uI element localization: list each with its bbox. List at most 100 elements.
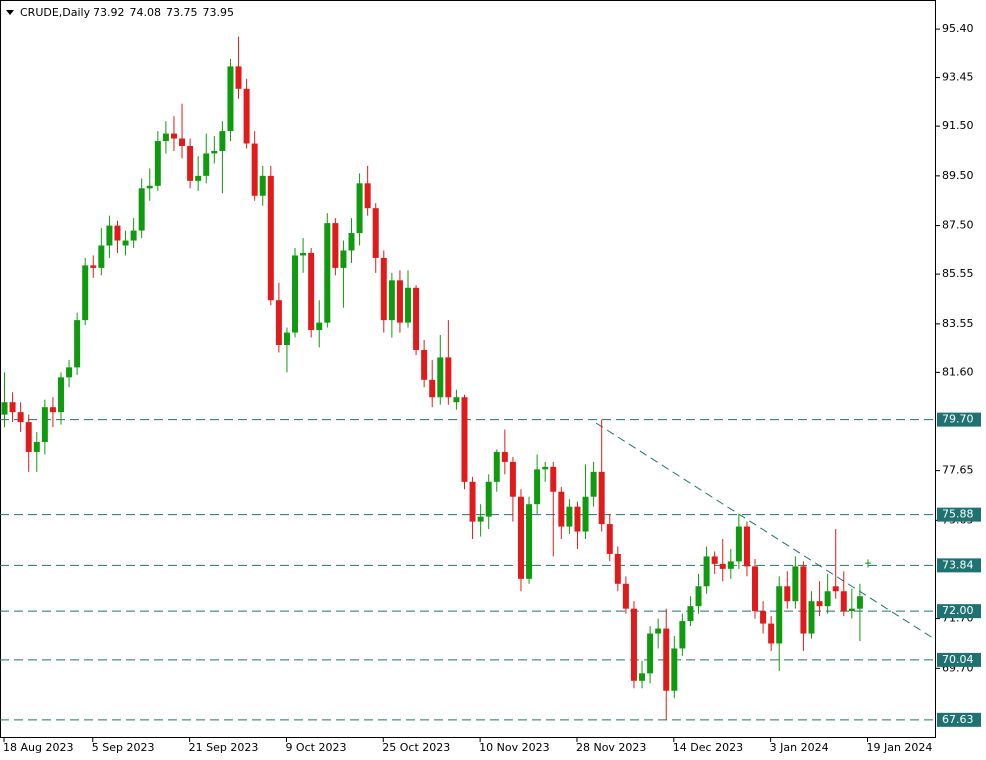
candle-body xyxy=(590,471,597,497)
level-label: 73.84 xyxy=(942,558,974,571)
candle-body xyxy=(630,608,637,681)
candle-body xyxy=(582,496,589,532)
y-tick-label: 93.45 xyxy=(942,71,974,84)
x-tick-label: 14 Dec 2023 xyxy=(673,741,743,754)
candle-body xyxy=(824,591,831,607)
candle-body xyxy=(292,255,299,333)
candle-body xyxy=(187,146,194,181)
candle-body xyxy=(429,379,436,398)
candle-body xyxy=(308,252,315,331)
candle-body xyxy=(800,566,807,634)
candle-body xyxy=(380,257,387,321)
candle-body xyxy=(122,240,129,246)
candle-body xyxy=(82,265,89,321)
candle-body xyxy=(388,280,395,321)
candle-body xyxy=(235,66,242,89)
x-tick-label: 5 Sep 2023 xyxy=(92,741,155,754)
candle-body xyxy=(243,88,250,144)
candle-body xyxy=(348,233,355,251)
x-tick-label: 18 Aug 2023 xyxy=(3,741,73,754)
candle-body xyxy=(469,481,476,522)
candle-body xyxy=(768,623,775,644)
candle-body xyxy=(606,524,613,554)
candle-body xyxy=(154,141,161,186)
level-label-box xyxy=(937,507,981,522)
candle-body xyxy=(9,402,16,413)
level-label-box xyxy=(937,558,981,573)
candle-body xyxy=(517,496,524,579)
candle-body xyxy=(840,591,847,612)
y-tick-label: 91.50 xyxy=(942,119,974,132)
x-tick-label: 25 Oct 2023 xyxy=(382,741,450,754)
level-label-box xyxy=(937,604,981,619)
candle-body xyxy=(727,561,734,569)
level-label: 67.63 xyxy=(942,713,974,726)
candle-body xyxy=(49,407,56,413)
candle-body xyxy=(195,175,202,181)
candle-body xyxy=(300,252,307,256)
candle-body xyxy=(57,377,64,413)
candle-body xyxy=(90,265,97,268)
candle-body xyxy=(832,586,839,592)
candle-body xyxy=(816,601,823,607)
y-tick-label: 77.65 xyxy=(942,464,974,477)
candle-body xyxy=(711,556,718,564)
menu-arrow[interactable] xyxy=(6,10,14,15)
candle-body xyxy=(211,150,218,154)
y-tick-label: 85.55 xyxy=(942,267,974,280)
candle-body xyxy=(114,225,121,241)
candle-body xyxy=(340,250,347,268)
candle-body xyxy=(364,183,371,209)
candle-body xyxy=(848,608,855,612)
candle-body xyxy=(679,621,686,649)
candle-body xyxy=(138,188,145,231)
y-tick-label: 89.50 xyxy=(942,169,974,182)
candle-body xyxy=(162,133,169,142)
x-tick-label: 10 Nov 2023 xyxy=(479,741,549,754)
candle-body xyxy=(267,175,274,301)
candle-body xyxy=(259,175,266,196)
ohlc-value: 73.92 xyxy=(93,6,125,19)
candle-body xyxy=(413,287,420,350)
candle-body xyxy=(735,526,742,562)
candle-body xyxy=(856,596,863,609)
level-label-box xyxy=(937,712,981,727)
candle-body xyxy=(566,506,573,527)
candle-body xyxy=(655,628,662,634)
candle-body xyxy=(283,332,290,345)
candle-body xyxy=(324,223,331,323)
ohlc-value: 74.08 xyxy=(130,6,162,19)
level-label-box xyxy=(937,412,981,427)
candle-body xyxy=(695,586,702,607)
candle-body xyxy=(25,422,32,452)
y-tick-label: 95.40 xyxy=(942,22,974,35)
candle-body xyxy=(106,225,113,246)
candle-body xyxy=(687,606,694,622)
candle-body xyxy=(130,230,137,241)
candle-body xyxy=(558,491,565,527)
candle-body xyxy=(534,469,541,505)
candle-body xyxy=(864,562,871,564)
y-tick-label: 83.55 xyxy=(942,317,974,330)
candle-body xyxy=(316,322,323,331)
candle-body xyxy=(275,300,282,345)
candle-body xyxy=(203,153,210,176)
x-tick-label: 3 Jan 2024 xyxy=(770,741,829,754)
candle-body xyxy=(639,673,646,681)
candle-body xyxy=(485,481,492,517)
candle-body xyxy=(501,451,508,462)
candle-body xyxy=(332,223,339,268)
candle-body xyxy=(1,402,8,415)
plot-frame xyxy=(0,0,936,738)
candle-body xyxy=(396,280,403,323)
trend-line xyxy=(595,422,937,641)
candle-body xyxy=(170,133,177,139)
candle-body xyxy=(477,516,484,522)
level-label: 79.70 xyxy=(942,413,974,426)
candle-body xyxy=(405,287,411,323)
candle-body xyxy=(550,466,557,492)
candle-body xyxy=(356,183,363,234)
candle-body xyxy=(66,367,73,378)
y-tick-label: 87.50 xyxy=(942,219,974,232)
